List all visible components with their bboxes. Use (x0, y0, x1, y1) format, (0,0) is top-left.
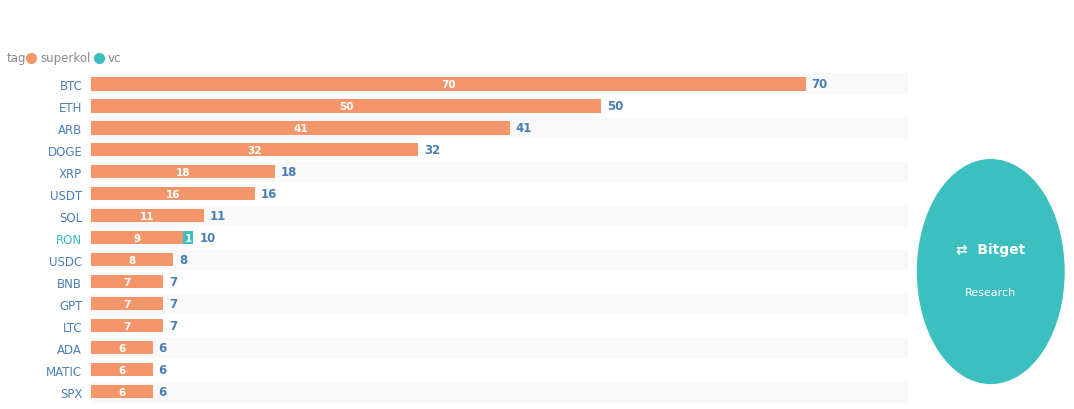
Text: 6: 6 (159, 363, 166, 376)
Bar (91, 183, 908, 205)
Bar (91, 166, 275, 179)
Text: 7: 7 (169, 298, 177, 310)
Bar (91, 271, 908, 293)
Bar (91, 205, 908, 227)
Bar (91, 249, 908, 271)
Text: 50: 50 (339, 102, 353, 112)
Bar (91, 100, 601, 113)
Bar (91, 293, 908, 315)
Text: 6: 6 (159, 342, 166, 354)
Text: 11: 11 (140, 211, 155, 221)
Text: 6: 6 (118, 343, 126, 353)
Text: 32: 32 (424, 144, 440, 157)
Text: 16: 16 (261, 188, 277, 201)
Bar (91, 315, 908, 337)
Text: 41: 41 (516, 122, 532, 135)
Bar (91, 74, 908, 96)
Text: vc: vc (107, 52, 120, 65)
Bar (91, 122, 510, 135)
Bar (91, 276, 163, 289)
Text: 18: 18 (281, 166, 297, 179)
Bar (91, 342, 153, 355)
Text: 32: 32 (247, 146, 262, 155)
Text: 16: 16 (165, 189, 180, 199)
Text: 6: 6 (118, 365, 126, 375)
Bar (91, 363, 153, 376)
Text: 6: 6 (159, 385, 166, 398)
Text: 41: 41 (293, 124, 308, 134)
Circle shape (917, 160, 1064, 384)
Text: 7: 7 (124, 299, 131, 309)
Text: 8: 8 (129, 255, 135, 265)
Text: 50: 50 (608, 100, 624, 113)
Text: tag: tag (6, 52, 26, 65)
Bar (91, 254, 173, 267)
Bar (91, 359, 908, 381)
Text: superkol: superkol (41, 52, 90, 65)
Text: ⇄  Bitget: ⇄ Bitget (956, 242, 1026, 256)
Text: 7: 7 (124, 277, 131, 287)
Text: 1: 1 (185, 233, 192, 243)
Bar (91, 319, 163, 333)
Bar (91, 231, 183, 245)
Bar (91, 162, 908, 183)
Bar (91, 210, 204, 223)
Bar (183, 231, 193, 245)
Text: 10: 10 (200, 232, 216, 245)
Text: 70: 70 (441, 80, 455, 90)
Bar (91, 139, 908, 162)
Text: 18: 18 (176, 167, 190, 178)
Text: Research: Research (966, 287, 1016, 297)
Bar (91, 118, 908, 139)
Bar (91, 297, 163, 310)
Bar (91, 96, 908, 118)
Text: 7: 7 (169, 276, 177, 289)
Text: 9: 9 (133, 233, 141, 243)
Bar (91, 227, 908, 249)
Bar (91, 78, 806, 91)
Bar (91, 381, 908, 403)
Text: 8: 8 (179, 254, 187, 267)
Bar (91, 144, 418, 157)
Text: Date:2022-04-12 Twitter Token Mentioned Frequency by KOLs: Date:2022-04-12 Twitter Token Mentioned … (268, 13, 806, 30)
Bar (91, 385, 153, 398)
Text: 6: 6 (118, 387, 126, 397)
Text: 7: 7 (169, 319, 177, 333)
Text: 70: 70 (812, 78, 828, 91)
Text: 11: 11 (209, 210, 226, 223)
Text: 7: 7 (124, 321, 131, 331)
Bar (91, 188, 255, 201)
Bar (91, 337, 908, 359)
